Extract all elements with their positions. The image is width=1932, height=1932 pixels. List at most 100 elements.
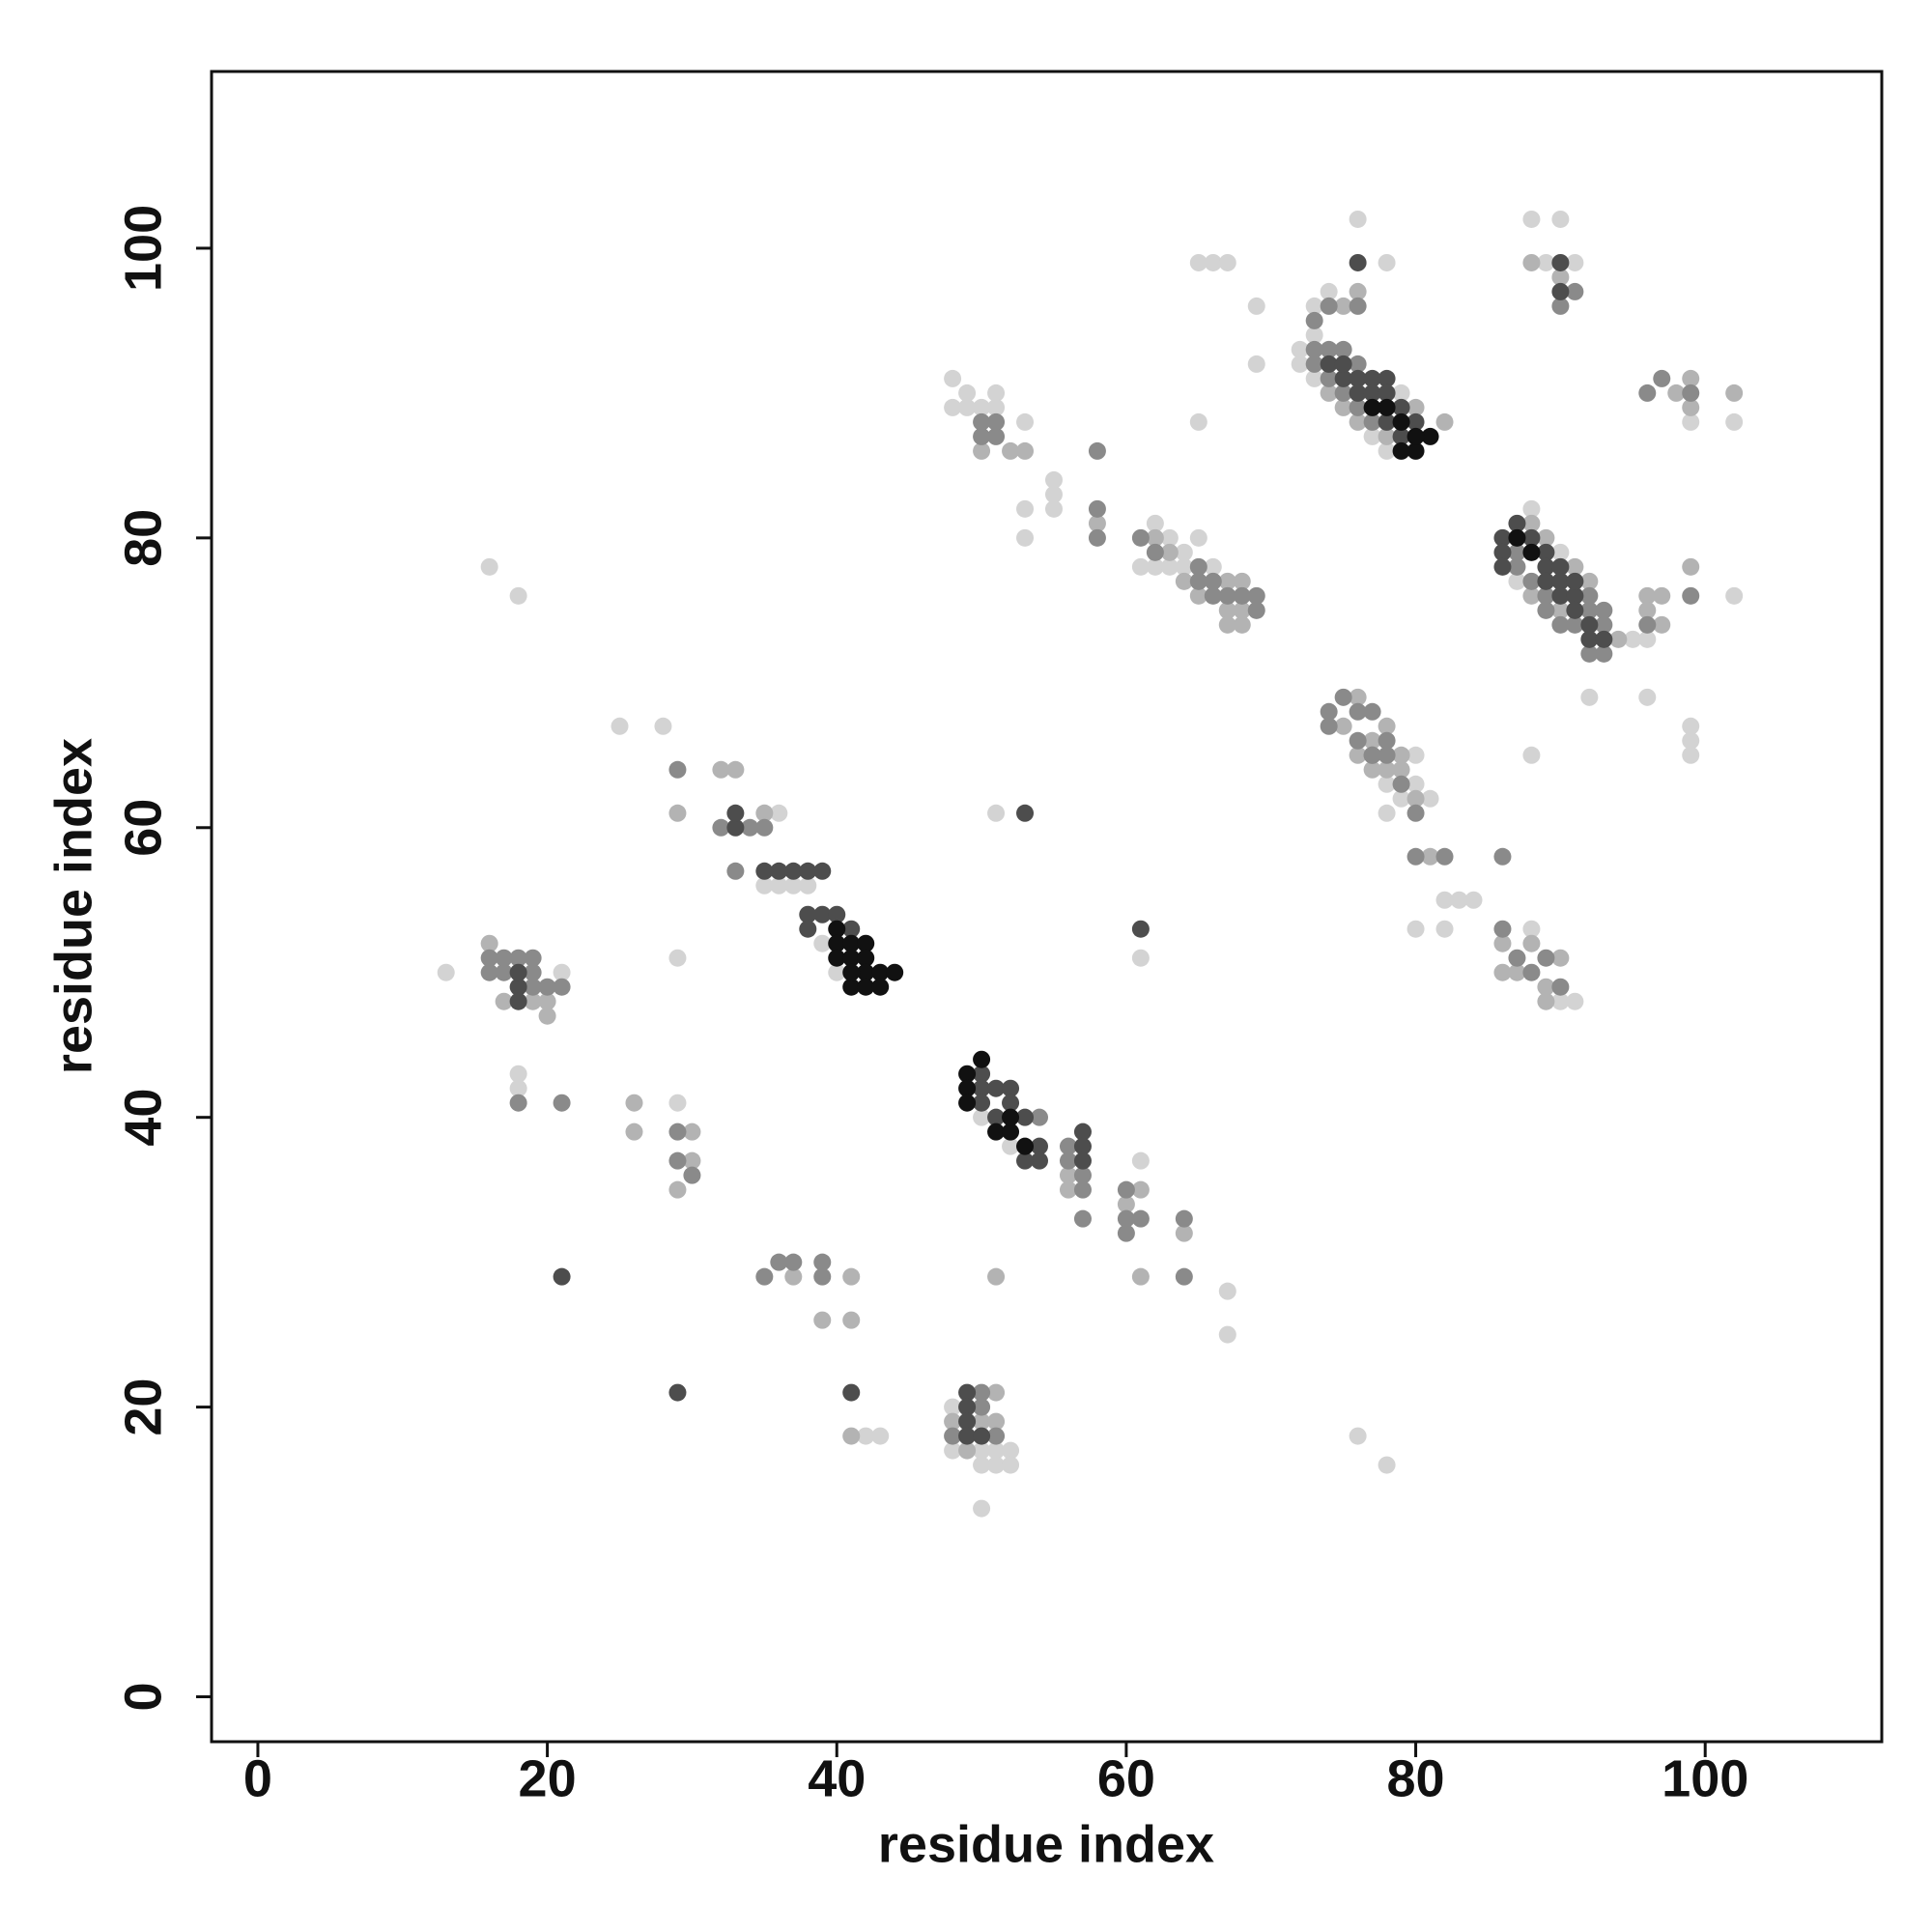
point <box>1218 1325 1236 1344</box>
point <box>1073 1180 1092 1199</box>
y-tick-label: 20 <box>114 1378 172 1436</box>
point <box>828 949 846 967</box>
point <box>799 905 817 923</box>
point <box>1493 847 1512 866</box>
point <box>987 427 1006 445</box>
point <box>973 398 991 416</box>
point <box>726 760 745 779</box>
point <box>1349 731 1367 750</box>
point <box>1522 514 1541 532</box>
point <box>1566 615 1584 634</box>
point <box>524 978 542 996</box>
point <box>973 1441 991 1460</box>
point <box>538 978 556 996</box>
point <box>1682 731 1700 750</box>
point <box>813 1311 832 1329</box>
point <box>1551 253 1570 271</box>
point <box>1638 601 1657 619</box>
point <box>1580 615 1599 634</box>
point <box>1189 572 1208 590</box>
point <box>1493 528 1512 547</box>
point <box>1305 311 1323 329</box>
point <box>886 963 904 981</box>
point <box>553 1094 571 1112</box>
point <box>944 1398 962 1416</box>
point <box>1551 949 1570 967</box>
point <box>668 760 687 779</box>
point <box>1002 1094 1020 1112</box>
point <box>437 963 455 981</box>
point <box>1334 355 1352 373</box>
point <box>958 1094 977 1112</box>
point <box>509 963 527 981</box>
point <box>1320 369 1338 387</box>
point <box>1349 282 1367 300</box>
point <box>1349 369 1367 387</box>
point <box>1551 297 1570 315</box>
point <box>973 1050 991 1068</box>
point <box>987 1427 1006 1445</box>
point <box>1031 1108 1049 1126</box>
point <box>1653 586 1671 605</box>
point <box>1002 1079 1020 1097</box>
point <box>1073 1166 1092 1184</box>
point <box>842 978 861 996</box>
point <box>1131 528 1150 547</box>
point <box>842 1267 861 1286</box>
point <box>1392 746 1410 764</box>
point <box>625 1122 643 1141</box>
point <box>755 876 774 895</box>
point <box>1175 1209 1193 1228</box>
point <box>1305 297 1323 315</box>
point <box>1059 1166 1077 1184</box>
point <box>668 1094 687 1112</box>
point <box>1146 557 1164 576</box>
point <box>524 992 542 1010</box>
point <box>1682 398 1700 416</box>
point <box>1551 543 1570 561</box>
point <box>668 1151 687 1170</box>
point <box>987 1412 1006 1431</box>
point <box>1566 601 1584 619</box>
point <box>1406 441 1425 460</box>
point <box>1537 528 1555 547</box>
point <box>813 1267 832 1286</box>
point <box>1349 355 1367 373</box>
point <box>1349 1427 1367 1445</box>
point <box>1031 1151 1049 1170</box>
point <box>1682 384 1700 402</box>
point <box>1160 528 1179 547</box>
point <box>987 1383 1006 1402</box>
point <box>1016 499 1035 518</box>
point <box>1305 355 1323 373</box>
point <box>1233 615 1251 634</box>
point <box>1218 586 1236 605</box>
point <box>871 963 890 981</box>
point <box>1537 992 1555 1010</box>
point <box>1233 572 1251 590</box>
point <box>1320 384 1338 402</box>
point <box>1421 789 1439 808</box>
point <box>842 949 861 967</box>
point <box>1363 746 1381 764</box>
point <box>1566 557 1584 576</box>
point <box>1667 384 1686 402</box>
point <box>770 876 788 895</box>
point <box>1378 746 1396 764</box>
point <box>1638 630 1657 648</box>
point <box>1551 992 1570 1010</box>
point <box>958 398 977 416</box>
point <box>958 1398 977 1416</box>
point <box>1305 369 1323 387</box>
point <box>509 1094 527 1112</box>
point <box>1160 557 1179 576</box>
point <box>857 934 875 952</box>
point <box>1493 920 1512 938</box>
point <box>857 978 875 996</box>
point <box>480 949 498 967</box>
point <box>973 1108 991 1126</box>
point <box>1551 601 1570 619</box>
point <box>1349 253 1367 271</box>
point <box>1624 630 1642 648</box>
point <box>625 1094 643 1112</box>
